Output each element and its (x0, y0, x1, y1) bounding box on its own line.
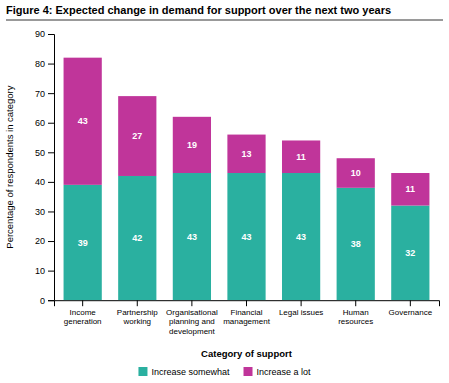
tick-label: Partnershipworking (117, 308, 158, 327)
data-label: 42 (132, 233, 142, 243)
tick-label: 30 (35, 207, 45, 217)
tick-label: Incomegeneration (64, 308, 102, 327)
x-axis: Incomegeneration Partnershipworking Organi… (55, 300, 440, 336)
bar (282, 173, 320, 300)
tick-mark (48, 64, 54, 65)
tick-mark (48, 211, 54, 212)
tick-label: 10 (35, 266, 45, 276)
title-rule (6, 20, 443, 21)
tick-mark (48, 123, 54, 124)
tick-mark (137, 300, 138, 306)
axis-domain (55, 301, 440, 307)
data-label: 43 (187, 232, 197, 242)
tick: 10 (35, 266, 54, 276)
legend: Increase somewhat Increase a lot (138, 367, 311, 377)
legend-item: Increase a lot (244, 367, 312, 377)
tick-label: Legal issues (279, 308, 323, 317)
tick-mark (82, 300, 83, 306)
axis-domain (48, 35, 55, 301)
bar (173, 173, 211, 300)
legend-label: Increase somewhat (151, 367, 230, 377)
tick: 70 (35, 89, 54, 99)
bar (282, 140, 320, 173)
tick-mark (410, 300, 411, 306)
tick: 50 (35, 148, 54, 158)
data-label: 13 (241, 149, 251, 159)
data-label: 11 (296, 152, 306, 162)
legend-swatch (138, 367, 147, 376)
tick-label: Humanresources (338, 308, 373, 327)
data-label: 43 (296, 232, 306, 242)
bar (118, 176, 156, 300)
tick-mark (48, 300, 54, 301)
tick: 60 (35, 118, 54, 128)
tick-label: 70 (35, 89, 45, 99)
tick: Partnershipworking (117, 300, 158, 326)
tick-mark (48, 241, 54, 242)
bar (391, 206, 429, 301)
tick-label: Organisationalplanning anddevelopment (166, 308, 218, 336)
tick: 40 (35, 177, 54, 187)
data-label: 43 (241, 232, 251, 242)
bar (64, 185, 102, 300)
bar (118, 96, 156, 176)
tick-label: 80 (35, 59, 45, 69)
title: Figure 4: Expected change in demand for … (6, 4, 391, 16)
bar (227, 173, 265, 300)
bar (227, 135, 265, 173)
tick: Incomegeneration (64, 300, 102, 326)
tick: 30 (35, 207, 54, 217)
tick-mark (48, 271, 54, 272)
tick: Governance (389, 300, 433, 317)
data-label: 43 (78, 116, 88, 126)
tick-mark (301, 300, 302, 306)
tick: Organisationalplanning anddevelopment (166, 300, 218, 336)
tick: Humanresources (338, 300, 373, 326)
tick-label: 40 (35, 177, 45, 187)
data-label: 27 (132, 131, 142, 141)
bar (337, 158, 375, 188)
tick-label: 50 (35, 148, 45, 158)
bar (173, 117, 211, 173)
tick-mark (48, 34, 54, 35)
tick: Legal issues (279, 300, 323, 317)
tick-label: Financialmanagement (223, 308, 270, 327)
y-axis: 0 10 20 30 40 50 60 70 80 90 (35, 29, 55, 305)
tick: Financialmanagement (223, 300, 270, 326)
legend-swatch (244, 367, 253, 376)
tick: 0 (40, 296, 54, 306)
bar (337, 188, 375, 300)
tick-mark (191, 300, 192, 306)
tick: 80 (35, 59, 54, 69)
data-label: 10 (351, 168, 361, 178)
data-label: 32 (405, 248, 415, 258)
bars (64, 58, 430, 301)
bar (64, 58, 102, 185)
data-labels: 39 42 43 43 43 38 32 43 27 19 13 11 10 11 (78, 116, 416, 258)
y-axis-title: Percentage of respondents in category (4, 85, 15, 248)
tick-label: 0 (40, 296, 45, 306)
x-axis-title: Category of support (201, 348, 293, 359)
tick-label: Governance (389, 308, 433, 317)
tick: 20 (35, 236, 54, 246)
tick-label: 60 (35, 118, 45, 128)
plot: 0 10 20 30 40 50 60 70 80 90 Incomegeneration Partn… (35, 29, 440, 336)
tick-mark (48, 152, 54, 153)
chart: Figure 4: Expected change in demand for … (0, 0, 449, 383)
data-label: 39 (78, 238, 88, 248)
bar (391, 173, 429, 206)
data-label: 11 (406, 184, 416, 194)
tick-mark (246, 300, 247, 306)
legend-label: Increase a lot (257, 367, 312, 377)
tick: 90 (35, 29, 54, 39)
data-label: 19 (187, 140, 197, 150)
tick-mark (355, 300, 356, 306)
tick-label: 20 (35, 236, 45, 246)
tick-label: 90 (35, 29, 45, 39)
tick-mark (48, 93, 54, 94)
tick-mark (48, 182, 54, 183)
data-label: 38 (351, 239, 361, 249)
legend-item: Increase somewhat (138, 367, 230, 377)
